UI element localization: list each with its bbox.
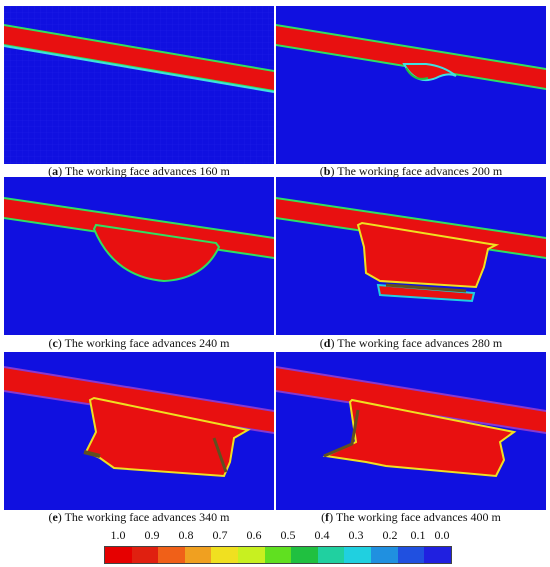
legend-label: 1.0 — [110, 528, 126, 542]
legend-label: 0.9 — [144, 528, 160, 542]
legend-label: 0.1 — [410, 528, 426, 542]
legend-label: 0.0 — [434, 528, 450, 542]
panel-b — [276, 6, 546, 164]
color-swatch — [184, 547, 212, 563]
color-swatch — [371, 547, 398, 563]
panel-d — [276, 177, 546, 335]
color-swatch — [424, 547, 451, 563]
color-swatch — [317, 547, 345, 563]
legend-label: 0.5 — [280, 528, 296, 542]
legend-label: 0.4 — [314, 528, 330, 542]
panel-a — [4, 6, 274, 164]
panel-e — [4, 352, 274, 510]
panel-f — [276, 352, 546, 510]
color-swatch — [264, 547, 292, 563]
color-swatch — [344, 547, 372, 563]
caption-e: (e) The working face advances 340 m — [48, 510, 230, 524]
legend-labels: 1.0 0.9 0.8 0.7 0.6 0.5 0.4 0.3 0.2 0.1 … — [100, 528, 460, 544]
legend-label: 0.8 — [178, 528, 194, 542]
color-swatch — [291, 547, 318, 563]
legend-label: 0.2 — [382, 528, 398, 542]
color-swatch — [397, 547, 425, 563]
panel-c — [4, 177, 274, 335]
caption-d: (d) The working face advances 280 m — [319, 336, 503, 350]
caption-f: (f) The working face advances 400 m — [321, 510, 501, 524]
legend-label: 0.7 — [212, 528, 228, 542]
color-swatch — [158, 547, 185, 563]
caption-b: (b) The working face advances 200 m — [319, 164, 503, 178]
color-swatch — [211, 547, 239, 563]
color-swatch — [238, 547, 265, 563]
color-scale-bar — [104, 546, 452, 564]
color-swatch — [131, 547, 159, 563]
legend-label: 0.6 — [246, 528, 262, 542]
caption-c: (c) The working face advances 240 m — [48, 336, 230, 350]
legend-label: 0.3 — [348, 528, 364, 542]
color-swatch — [105, 547, 132, 563]
caption-a: (a) The working face advances 160 m — [48, 164, 230, 178]
